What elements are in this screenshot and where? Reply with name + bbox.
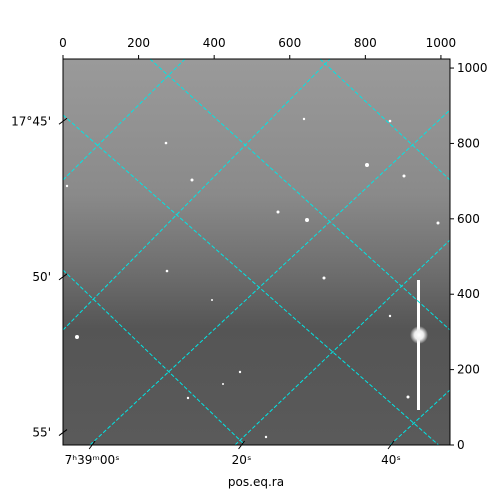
ra-tick-label: 20ˢ	[232, 453, 252, 467]
ra-tick	[387, 440, 395, 450]
x-tick-label: 1000	[426, 36, 457, 50]
ra-tick	[238, 440, 245, 450]
grid-line	[149, 59, 450, 331]
dec-tick-label: 17°45'	[11, 114, 51, 128]
dec-tick-label: 50'	[32, 270, 51, 284]
grid-line	[319, 59, 450, 181]
y-tick-label: 200	[457, 363, 480, 377]
frame	[62, 58, 451, 446]
dec-tick	[58, 429, 68, 436]
ra-tick	[88, 440, 96, 450]
grid-line	[63, 59, 186, 181]
x-tick-label: 400	[203, 36, 226, 50]
x-tick-label: 0	[59, 36, 67, 50]
y-tick-label: 600	[457, 212, 480, 226]
grid-line	[63, 114, 440, 445]
y-tick-label: 0	[457, 438, 465, 452]
y-tick-label: 800	[457, 136, 480, 150]
grid-line	[89, 109, 450, 445]
ra-tick-label: 7ʰ39ᵐ00ˢ	[65, 453, 120, 467]
dec-tick	[58, 117, 68, 125]
x-tick-label: 800	[354, 36, 377, 50]
x-tick-label: 600	[278, 36, 301, 50]
y-tick-label: 1000	[457, 61, 488, 75]
grid-line	[234, 239, 450, 445]
x-axis-label: pos.eq.ra	[228, 475, 284, 489]
ra-tick-label: 40ˢ	[381, 453, 401, 467]
dec-tick-label: 55'	[32, 426, 51, 440]
image	[63, 59, 450, 445]
y-tick-label: 400	[457, 287, 480, 301]
x-tick-label: 200	[127, 36, 150, 50]
dec-tick	[58, 273, 68, 281]
grid-line	[389, 389, 450, 445]
grid-line	[63, 59, 331, 331]
